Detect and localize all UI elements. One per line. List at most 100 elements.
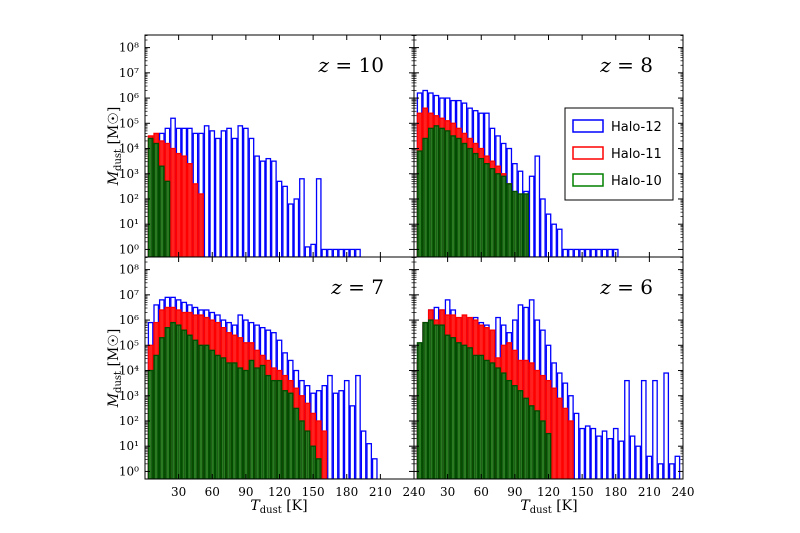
bar-halo-10-panel3: [444, 334, 451, 479]
bar-halo-10-panel2: [237, 367, 244, 479]
panel-z-label: z = 10: [318, 53, 384, 77]
bar-halo-10-panel2: [198, 344, 204, 479]
bar-halo-10-panel2: [293, 407, 300, 479]
bars-panel-1: [416, 89, 619, 257]
x-tick-label: 60: [205, 485, 220, 499]
bar-halo-12-panel1: [612, 248, 619, 257]
bar-halo-12-panel3: [635, 445, 642, 479]
legend-swatch: [572, 146, 604, 160]
legend-box: [564, 107, 674, 201]
x-tick-label: 240: [672, 485, 695, 499]
bar-halo-10-panel0: [164, 180, 171, 257]
bar-halo-10-panel0: [153, 142, 160, 257]
bar-halo-10-panel2: [209, 349, 216, 479]
bar-halo-10-panel3: [422, 321, 429, 479]
bar-halo-12-panel3: [596, 435, 602, 479]
bar-halo-10-panel2: [304, 430, 311, 479]
x-tick-label: 60: [474, 485, 489, 499]
bar-halo-12-panel3: [607, 437, 613, 479]
bar-halo-10-panel3: [523, 397, 529, 479]
bar-halo-11-panel3: [568, 420, 574, 479]
bar-halo-12-panel0: [271, 160, 277, 257]
bar-halo-10-panel2: [310, 445, 316, 479]
bar-halo-12-panel0: [315, 178, 322, 257]
bar-halo-10-panel3: [528, 405, 535, 479]
bar-halo-10-panel3: [506, 379, 513, 479]
bar-halo-12-panel1: [590, 248, 597, 257]
bar-halo-11-panel3: [562, 407, 569, 479]
bar-halo-12-panel0: [304, 246, 311, 257]
bar-halo-12-panel3: [624, 379, 630, 479]
bar-halo-10-panel1: [467, 147, 473, 257]
bars-panel-0: [147, 117, 361, 257]
bar-halo-10-panel2: [147, 369, 154, 479]
panels-group: z = 10 z = 8 z = 7 z = 6: [144, 34, 684, 480]
bar-halo-12-panel3: [590, 427, 597, 479]
bar-halo-12-panel3: [584, 425, 591, 479]
bar-halo-12-panel3: [579, 427, 585, 479]
panel-1: z = 8: [413, 34, 684, 258]
bar-halo-10-panel0: [147, 137, 154, 257]
bar-halo-12-panel3: [674, 455, 681, 479]
bar-halo-12-panel3: [657, 463, 664, 479]
bar-halo-10-panel1: [500, 175, 507, 257]
y-tick-label: 10⁴: [119, 142, 139, 156]
bar-halo-11-panel0: [198, 193, 204, 257]
y-tick-label: 10⁵: [119, 338, 139, 352]
legend-entry-label: Halo-10: [611, 174, 662, 189]
y-tick-label: 10⁶: [119, 313, 139, 327]
bar-halo-12-panel0: [248, 137, 255, 257]
y-axis-label: Mdust [M☉]: [106, 329, 124, 409]
x-axis-label: Tdust [K]: [250, 498, 307, 516]
bar-halo-12-panel3: [573, 412, 580, 479]
y-tick-label: 10³: [119, 167, 139, 181]
bar-halo-12-panel0: [220, 130, 227, 257]
bar-halo-12-panel0: [310, 243, 316, 257]
bar-halo-10-panel1: [489, 168, 496, 257]
bar-halo-12-panel1: [528, 175, 535, 257]
bar-halo-12-panel1: [584, 248, 591, 257]
bar-halo-10-panel1: [495, 173, 501, 257]
x-tick-label: 120: [268, 485, 291, 499]
bar-halo-10-panel2: [299, 420, 305, 479]
x-tick-label: 240: [403, 485, 426, 499]
y-axis-label: Mdust [M☉]: [106, 107, 124, 187]
panel-2: z = 7: [144, 256, 415, 480]
bar-halo-10-panel1: [506, 183, 513, 257]
bar-halo-10-panel2: [315, 458, 322, 479]
bar-halo-12-panel0: [215, 137, 221, 257]
bar-halo-10-panel2: [181, 329, 188, 479]
bar-halo-10-panel1: [478, 157, 485, 257]
bar-halo-10-panel3: [433, 324, 440, 479]
bar-halo-10-panel2: [271, 379, 277, 479]
x-tick-label: 180: [335, 485, 358, 499]
x-tick-label: 90: [507, 485, 522, 499]
panel-3: z = 6: [413, 256, 684, 480]
bar-halo-10-panel3: [489, 362, 496, 479]
bar-halo-10-panel3: [484, 359, 490, 479]
bar-halo-10-panel1: [512, 190, 518, 257]
bar-halo-10-panel1: [427, 127, 434, 257]
bar-halo-12-panel0: [355, 248, 361, 257]
y-tick-label: 10¹: [119, 439, 139, 453]
bar-halo-12-panel1: [579, 248, 585, 257]
ticks-group: 10⁰ 10¹ 10² 10³ 10⁴ 10⁵ 10⁶ 10⁷ 10⁸ 10⁰ 10¹ 10² 10³ 1…: [119, 35, 695, 499]
bar-halo-12-panel2: [360, 430, 367, 479]
bar-halo-12-panel0: [332, 248, 339, 257]
bar-halo-10-panel3: [478, 354, 485, 479]
bar-halo-10-panel3: [540, 420, 546, 479]
legend-entry-label: Halo-12: [611, 120, 662, 135]
y-tick-label: 10⁵: [119, 116, 139, 130]
x-tick-label: 30: [440, 485, 455, 499]
bar-halo-12-panel0: [327, 248, 333, 257]
bar-halo-10-panel2: [220, 357, 227, 479]
bar-halo-10-panel2: [164, 326, 171, 479]
bar-halo-10-panel3: [416, 342, 423, 479]
bar-halo-12-panel2: [332, 392, 339, 479]
y-tick-label: 10⁰: [119, 464, 139, 478]
bar-halo-10-panel3: [455, 342, 462, 479]
bar-halo-12-panel2: [371, 458, 378, 479]
bar-halo-12-panel2: [343, 379, 350, 479]
bar-halo-10-panel3: [467, 347, 473, 479]
bar-halo-11-panel0: [181, 155, 188, 257]
